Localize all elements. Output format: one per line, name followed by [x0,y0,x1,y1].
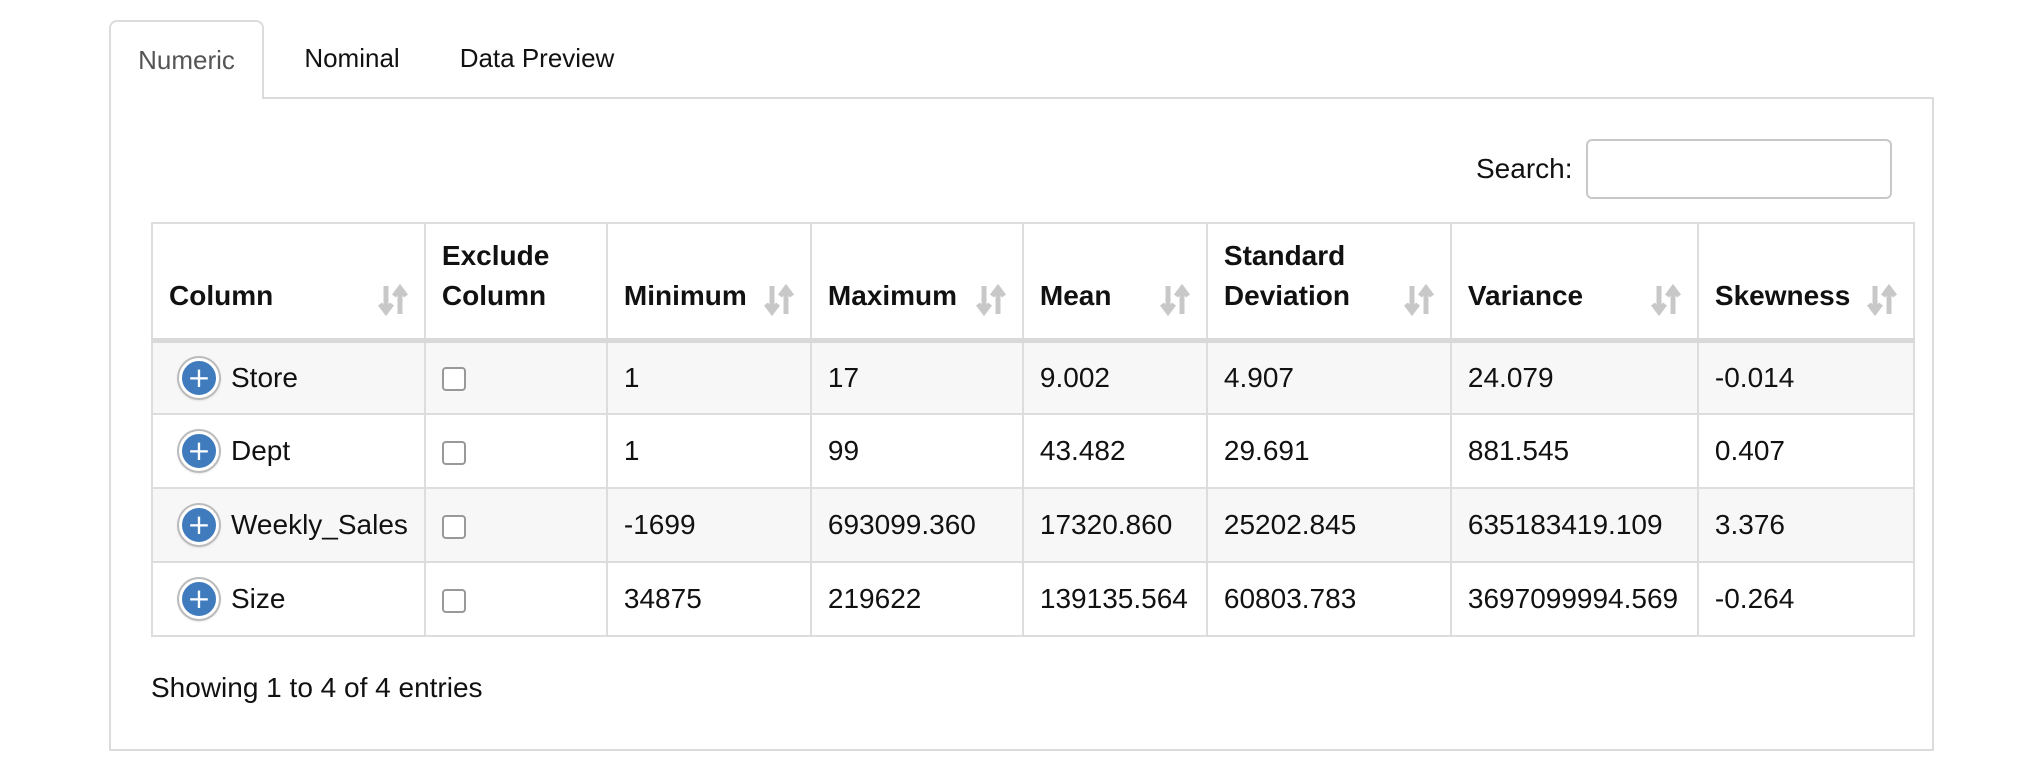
cell-std: 60803.783 [1205,561,1452,637]
column-name: Weekly_Sales [231,509,408,540]
tab-numeric[interactable]: Numeric [109,20,264,99]
numeric-stats-table: Column Exclude Column Minimum [151,222,1915,637]
cell-std: 29.691 [1205,413,1452,489]
table-header-row: Column Exclude Column Minimum [151,222,1915,341]
tab-nominal[interactable]: Nominal [304,43,400,73]
cell-exclude [423,413,608,489]
sort-both-icon [1159,283,1190,316]
plus-circle-icon[interactable]: + [179,505,219,545]
column-cell-wrap: + Dept [169,431,408,471]
cell-exclude [423,487,608,563]
header-variance-label: Variance [1467,279,1584,311]
search-label: Search: [1476,153,1573,184]
cell-skewness: -0.014 [1696,339,1915,415]
cell-column: + Weekly_Sales [151,487,426,563]
tab-data-preview[interactable]: Data Preview [459,43,615,73]
plus-circle-icon[interactable]: + [179,579,219,619]
header-std-line1: Standard [1223,239,1346,271]
header-minimum[interactable]: Minimum [605,222,812,341]
sort-both-icon [1866,283,1897,316]
header-mean[interactable]: Mean [1021,222,1208,341]
exclude-checkbox[interactable] [441,514,466,539]
plus-circle-icon[interactable]: + [179,357,219,398]
cell-minimum: 1 [605,339,812,415]
cell-minimum: 34875 [605,561,812,637]
cell-exclude [423,339,608,415]
cell-minimum: 1 [605,413,812,489]
cell-variance: 24.079 [1449,339,1699,415]
column-cell-wrap: + Size [169,579,408,619]
cell-variance: 3697099994.569 [1449,561,1699,637]
cell-maximum: 17 [809,339,1024,415]
sort-both-icon [1403,283,1434,316]
cell-variance: 635183419.109 [1449,487,1699,563]
exclude-checkbox[interactable] [441,588,466,613]
header-variance[interactable]: Variance [1449,222,1699,341]
cell-std: 4.907 [1205,339,1452,415]
cell-skewness: 3.376 [1696,487,1915,563]
header-exclude-column: Exclude Column [423,222,608,341]
header-column-label: Column [169,279,274,311]
cell-exclude [423,561,608,637]
column-name: Store [231,361,298,393]
column-cell-wrap: + Store [169,357,408,398]
cell-maximum: 693099.360 [809,487,1024,563]
column-name: Dept [231,435,291,466]
cell-mean: 43.482 [1021,413,1208,489]
column-cell-wrap: + Weekly_Sales [169,505,408,545]
header-skewness-label: Skewness [1714,279,1851,311]
table-row: + Store 1 17 9.002 4.907 24.079 -0.014 [151,339,1915,415]
cell-column: + Size [151,561,426,637]
header-exclude-line2: Column [441,279,547,311]
cell-mean: 139135.564 [1021,561,1208,637]
header-skewness[interactable]: Skewness [1696,222,1915,341]
table-row: + Dept 1 99 43.482 29.691 881.545 0.407 [151,413,1915,489]
search-input[interactable] [1586,139,1892,199]
cell-skewness: -0.264 [1696,561,1915,637]
sort-both-icon [975,283,1006,316]
exclude-checkbox[interactable] [441,440,466,465]
cell-std: 25202.845 [1205,487,1452,563]
table-row: + Size 34875 219622 139135.564 60803.783… [151,561,1915,637]
header-maximum-label: Maximum [827,279,958,311]
sort-both-icon [377,283,408,316]
cell-maximum: 99 [809,413,1024,489]
cell-mean: 9.002 [1021,339,1208,415]
header-maximum[interactable]: Maximum [809,222,1024,341]
header-column[interactable]: Column [151,222,426,341]
sort-both-icon [1650,283,1681,316]
header-exclude-line1: Exclude [441,239,550,271]
cell-mean: 17320.860 [1021,487,1208,563]
cell-column: + Dept [151,413,426,489]
exclude-checkbox[interactable] [441,367,466,392]
column-name: Size [231,583,286,614]
header-minimum-label: Minimum [623,279,747,311]
cell-minimum: -1699 [605,487,812,563]
sort-both-icon [763,283,794,316]
table-row: + Weekly_Sales -1699 693099.360 17320.86… [151,487,1915,563]
header-mean-label: Mean [1039,279,1112,311]
tab-bar: Numeric Nominal Data Preview [109,20,1938,99]
cell-skewness: 0.407 [1696,413,1915,489]
table-info: Showing 1 to 4 of 4 entries [151,672,483,703]
header-standard-deviation[interactable]: Standard Deviation [1205,222,1452,341]
header-std-line2: Deviation [1223,279,1350,311]
cell-maximum: 219622 [809,561,1024,637]
cell-column: + Store [151,339,426,415]
plus-circle-icon[interactable]: + [179,431,219,471]
cell-variance: 881.545 [1449,413,1699,489]
